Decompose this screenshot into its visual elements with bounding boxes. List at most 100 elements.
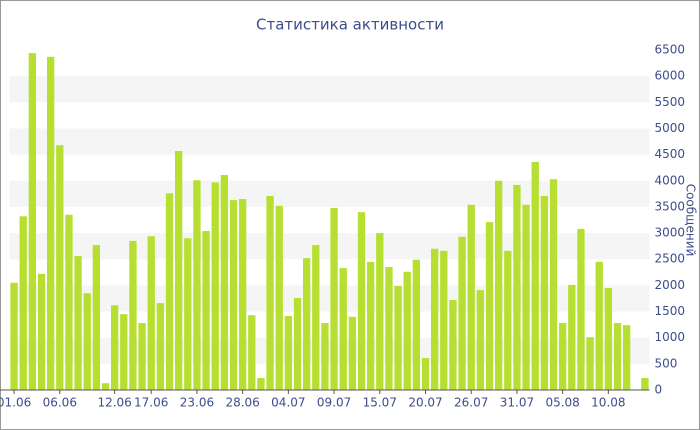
y-tick-label: 500 <box>655 356 678 370</box>
bar <box>321 323 329 390</box>
bar <box>275 205 283 390</box>
bar <box>174 150 183 390</box>
bar <box>46 56 55 391</box>
bar <box>403 271 411 390</box>
bar <box>641 377 649 390</box>
bar <box>147 236 155 390</box>
bar <box>376 233 384 390</box>
y-axis-label: Сообщений <box>684 184 698 257</box>
x-tick-label: 01.06 <box>0 396 31 410</box>
chart-title: Статистика активности <box>256 16 444 34</box>
bar <box>385 267 393 390</box>
x-tick-label: 04.07 <box>271 396 305 410</box>
bar <box>110 305 119 390</box>
bar <box>312 245 320 390</box>
bar <box>74 256 82 390</box>
x-tick-label: 28.06 <box>225 396 259 410</box>
x-tick-label: 12.06 <box>97 396 131 410</box>
bar <box>101 383 110 390</box>
bar <box>467 204 475 390</box>
x-tick-label: 06.06 <box>43 396 77 410</box>
bar <box>494 180 503 390</box>
bar <box>257 377 265 390</box>
x-tick-label: 20.07 <box>408 396 442 410</box>
bar <box>330 207 338 390</box>
bar <box>28 53 37 391</box>
bar <box>577 228 585 390</box>
bar <box>595 261 603 390</box>
y-tick-label: 3500 <box>655 199 686 213</box>
x-tick-label: 15.07 <box>363 396 397 410</box>
bar <box>92 245 101 390</box>
bar <box>449 300 457 390</box>
bar <box>568 284 576 390</box>
bar <box>156 303 165 390</box>
bar <box>440 250 448 390</box>
bar <box>138 323 146 390</box>
bar <box>522 204 530 390</box>
bar <box>56 145 64 390</box>
bar <box>604 288 613 390</box>
bar <box>248 315 256 390</box>
bar <box>10 282 18 390</box>
bar <box>366 261 375 390</box>
bar <box>458 236 466 390</box>
x-tick-label: 05.08 <box>545 396 579 410</box>
x-tick-label: 31.07 <box>500 396 534 410</box>
y-tick-label: 5500 <box>655 95 686 109</box>
bar <box>19 216 27 390</box>
y-tick-label: 1500 <box>655 304 686 318</box>
bar <box>421 358 430 390</box>
y-tick-label: 2500 <box>655 252 686 266</box>
bar <box>65 214 73 390</box>
bar <box>348 316 357 390</box>
bar <box>193 180 201 390</box>
bar <box>238 199 247 390</box>
bar <box>302 258 311 390</box>
bar <box>476 290 485 390</box>
bar <box>394 285 402 390</box>
x-tick-label: 23.06 <box>180 396 214 410</box>
x-tick-label: 17.06 <box>134 396 168 410</box>
bar <box>558 323 567 390</box>
bar <box>293 297 302 390</box>
bar <box>504 250 512 390</box>
bar <box>531 161 539 390</box>
x-tick-label: 09.07 <box>317 396 351 410</box>
y-tick-label: 4000 <box>655 173 686 187</box>
bar <box>37 273 46 390</box>
bar <box>339 268 347 390</box>
bar <box>485 222 494 390</box>
bar <box>284 315 293 390</box>
bar <box>266 195 274 390</box>
y-tick-label: 6000 <box>655 69 686 83</box>
y-tick-label: 3000 <box>655 226 686 240</box>
bar <box>211 182 219 390</box>
bar <box>540 195 549 390</box>
bar <box>184 238 192 390</box>
bar <box>549 179 558 390</box>
bar <box>229 200 238 390</box>
y-tick-label: 0 <box>655 383 663 397</box>
y-tick-label: 1000 <box>655 330 686 344</box>
bar <box>202 230 210 390</box>
bar <box>165 193 174 390</box>
y-tick-label: 2000 <box>655 278 686 292</box>
bar <box>357 212 366 390</box>
y-tick-label: 6500 <box>655 43 686 57</box>
bar <box>513 184 521 390</box>
y-tick-label: 4500 <box>655 147 686 161</box>
bar <box>83 293 91 390</box>
x-tick-label: 10.08 <box>591 396 625 410</box>
bar <box>430 248 439 390</box>
x-tick-label: 26.07 <box>454 396 488 410</box>
bar <box>613 323 622 390</box>
grid-band <box>9 128 650 155</box>
bar <box>586 337 594 390</box>
bar <box>120 314 128 390</box>
bar <box>412 259 421 390</box>
bar <box>129 240 137 390</box>
bar <box>622 325 631 390</box>
grid-band <box>9 76 650 103</box>
